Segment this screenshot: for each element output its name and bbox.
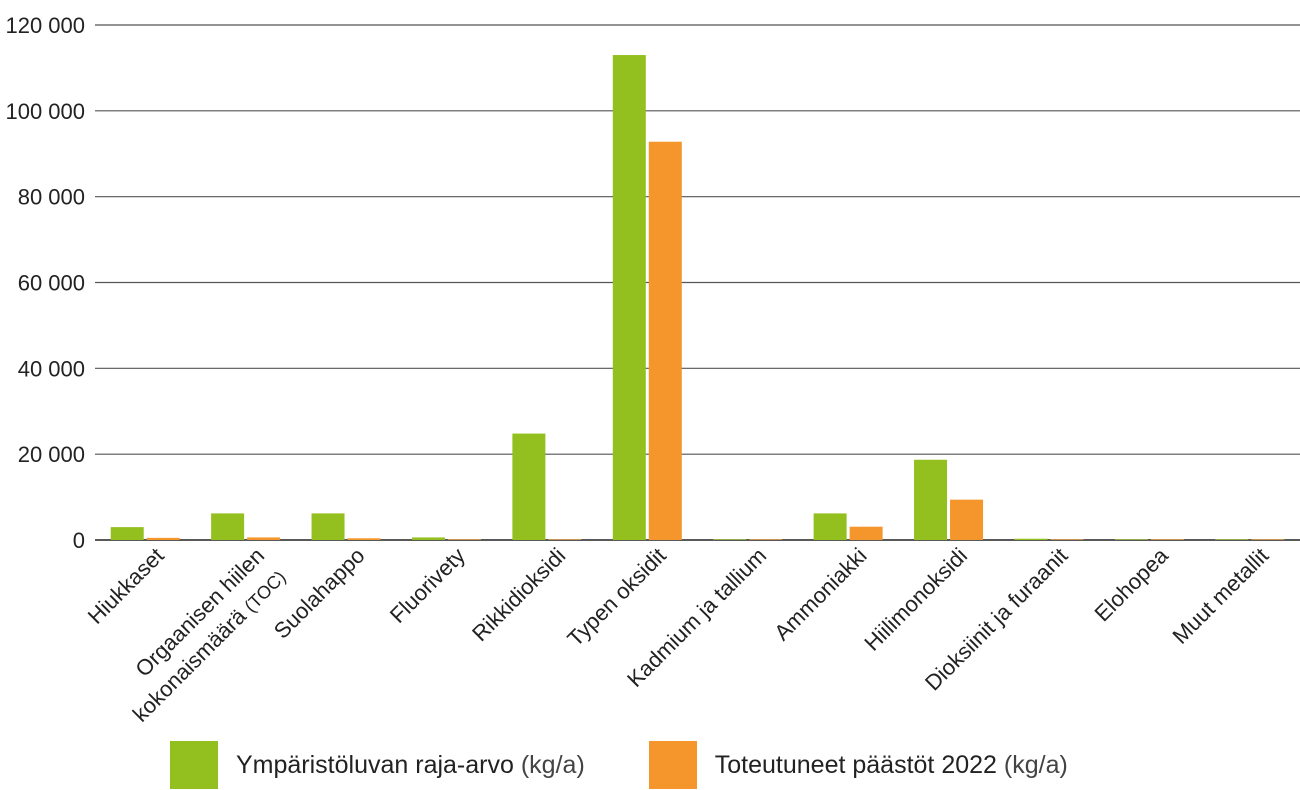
legend-name-limit: Ympäristöluvan raja-arvo (236, 750, 514, 779)
x-tick-label-line: Elohopea (1089, 542, 1173, 626)
bar-actual (1251, 539, 1285, 540)
legend-unit-limit: (kg/a) (520, 750, 585, 779)
x-tick-label-line: Fluorivety (385, 543, 470, 628)
x-tick-label: Hiilimonoksidi (859, 543, 972, 656)
bar-actual (548, 539, 582, 540)
legend-name-actual: Toteutuneet päästöt 2022 (714, 750, 997, 779)
bar-limit (813, 513, 847, 540)
x-tick-label: Hiukkaset (83, 543, 169, 629)
x-tick-label: Muut metallit (1167, 543, 1273, 649)
bar-actual (1050, 539, 1084, 540)
x-tick-label-line: Suolahappo (269, 543, 370, 644)
bars (110, 55, 1285, 541)
bar-limit (311, 513, 345, 540)
bar-actual (950, 499, 984, 540)
x-tick-label-line: Typen oksidit (562, 543, 670, 651)
bar-limit (110, 527, 144, 540)
x-tick-label-line: Ammoniakki (769, 543, 871, 645)
legend-unit-actual: (kg/a) (1003, 750, 1068, 779)
bar-actual (648, 141, 682, 540)
x-tick-label-line: Hiilimonoksidi (859, 543, 972, 656)
bar-actual (849, 526, 883, 540)
bar-limit (411, 537, 445, 540)
gridlines (95, 24, 1300, 541)
legend-item-limit: Ympäristöluvan raja-arvo (kg/a) (170, 741, 585, 789)
bar-limit (1215, 539, 1249, 540)
x-tick-label: Typen oksidit (562, 543, 670, 651)
bar-actual (749, 539, 783, 540)
bar-limit (1114, 539, 1148, 540)
bar-limit (211, 513, 245, 540)
x-tick-label: Ammoniakki (769, 543, 871, 645)
x-tick-label: Fluorivety (385, 543, 470, 628)
x-tick-label: Suolahappo (269, 543, 370, 644)
legend-item-actual: Toteutuneet päästöt 2022 (kg/a) (648, 741, 1068, 789)
legend-label-limit: Ympäristöluvan raja-arvo (kg/a) (236, 751, 585, 780)
y-axis-tick-labels: 0 20 000 40 000 60 000 80 000 100 000 120 000 (5, 13, 85, 553)
y-tick-label: 20 000 (18, 442, 85, 467)
x-tick-label-line: Hiukkaset (83, 543, 169, 629)
legend: Ympäristöluvan raja-arvo (kg/a) Toteutun… (170, 740, 1132, 790)
bar-actual (247, 537, 281, 540)
bar-limit (914, 459, 948, 540)
legend-swatch-actual (648, 741, 697, 789)
y-tick-label: 80 000 (18, 185, 85, 210)
x-tick-label: Rikkidioksidi (467, 543, 570, 646)
bar-actual (447, 539, 481, 540)
bar-limit (612, 55, 646, 541)
legend-label-actual: Toteutuneet päästöt 2022 (kg/a) (715, 751, 1068, 780)
bar-actual (1150, 539, 1184, 540)
y-tick-label: 100 000 (5, 99, 85, 124)
x-tick-label-line: Muut metallit (1167, 543, 1273, 649)
y-tick-label: 0 (73, 528, 85, 553)
y-tick-label: 120 000 (5, 13, 85, 38)
y-tick-label: 40 000 (18, 356, 85, 381)
bar-actual (146, 537, 180, 540)
bar-limit (512, 433, 546, 540)
bar-actual (347, 538, 381, 540)
bar-limit (713, 539, 747, 540)
bar-limit (1014, 538, 1048, 540)
legend-swatch-limit (170, 741, 218, 789)
x-tick-label: Elohopea (1089, 542, 1173, 626)
x-tick-label-line: Rikkidioksidi (467, 543, 570, 646)
y-tick-label: 60 000 (18, 271, 85, 296)
